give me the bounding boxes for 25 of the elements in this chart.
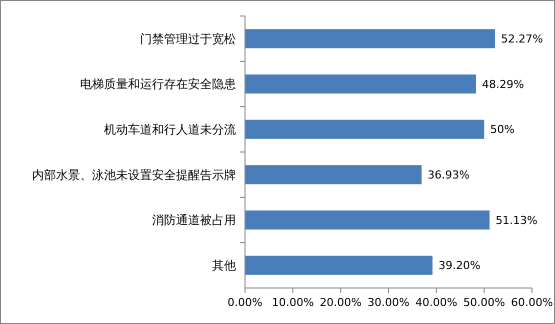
x-tick-label: 40.00%: [415, 296, 458, 309]
y-tick-label: 电梯质量和运行存在安全隐患: [80, 77, 236, 92]
y-tick-label: 其他: [212, 258, 236, 273]
y-tick-label: 内部水景、泳池未设置安全提醒告示牌: [32, 168, 236, 182]
x-tick-label: 20.00%: [320, 296, 362, 309]
bar: [245, 29, 496, 48]
y-tick-label: 消防通道被占用: [152, 213, 236, 228]
bar: [245, 256, 433, 275]
x-tick-label: 10.00%: [272, 296, 314, 309]
x-tick-label: 50.00%: [463, 296, 506, 309]
data-label: 51.13%: [496, 214, 538, 227]
bar: [245, 120, 484, 139]
data-label: 52.27%: [501, 32, 543, 46]
bar: [245, 210, 490, 230]
data-label: 48.29%: [482, 78, 524, 91]
x-tick-label: 0.00%: [228, 296, 262, 309]
data-label: 39.20%: [438, 259, 480, 272]
bar: [245, 74, 476, 94]
y-tick-label: 机动车道和行人道未分流: [104, 122, 236, 137]
x-tick-label: 30.00%: [368, 296, 410, 309]
x-tick-label: 60.00%: [511, 296, 553, 309]
data-label: 50%: [490, 123, 515, 136]
y-tick-label: 门禁管理过于宽松: [140, 32, 236, 46]
data-label: 36.93%: [428, 168, 470, 182]
bar: [245, 165, 422, 184]
